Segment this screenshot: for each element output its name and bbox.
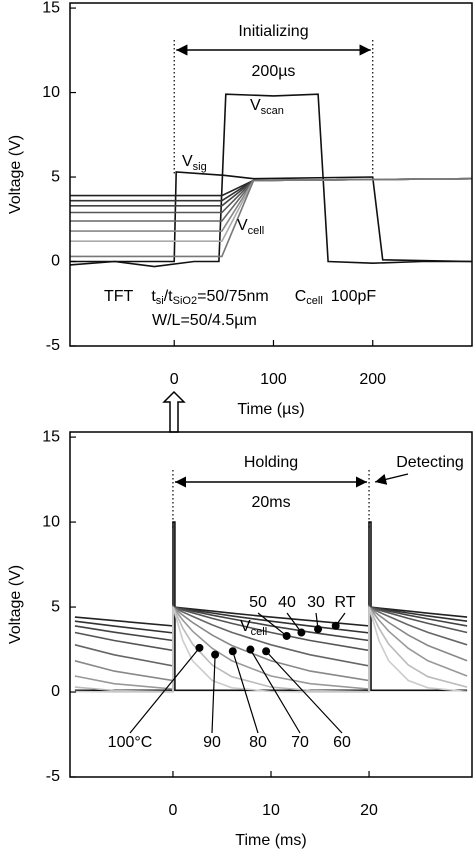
span-sublabel: 200µs bbox=[252, 63, 296, 80]
curve bbox=[70, 177, 473, 207]
curve bbox=[70, 177, 473, 202]
x-axis-label: Time (µs) bbox=[237, 401, 304, 418]
x-tick-label: 10 bbox=[262, 802, 280, 819]
y-tick-label: 10 bbox=[42, 513, 60, 530]
y-tick-label: -5 bbox=[46, 768, 60, 785]
curve-label-main: V bbox=[182, 153, 193, 170]
marker-label: 30 bbox=[307, 594, 325, 611]
transition-arrow bbox=[162, 390, 186, 433]
plot-frame bbox=[69, 2, 473, 347]
curve bbox=[74, 606, 468, 693]
curve bbox=[74, 606, 468, 693]
device-note: TFT tsi/tSiO2=50/75nm Ccell 100pF bbox=[104, 288, 376, 307]
curve-label-sub: cell bbox=[251, 626, 268, 638]
span-sublabel: 20ms bbox=[251, 494, 290, 511]
curve-label-sub: cell bbox=[248, 225, 265, 237]
marker-label: 70 bbox=[291, 734, 309, 751]
phase-arrow bbox=[374, 473, 409, 485]
curve bbox=[70, 177, 473, 222]
x-tick-label: 200 bbox=[359, 371, 386, 388]
y-tick-label: 15 bbox=[42, 428, 60, 445]
marker-label: 50 bbox=[249, 594, 267, 611]
curve bbox=[70, 177, 473, 197]
curve bbox=[69, 93, 472, 268]
phase-label: Detecting bbox=[396, 454, 464, 471]
x-tick-label: 0 bbox=[168, 802, 177, 819]
curve bbox=[70, 177, 473, 232]
y-tick-label: 5 bbox=[51, 168, 60, 185]
y-tick-label: 15 bbox=[42, 0, 60, 16]
curve-label: Vcell bbox=[237, 217, 264, 237]
marker-dot bbox=[246, 645, 255, 654]
curve bbox=[74, 604, 468, 690]
y-tick-label: 5 bbox=[51, 598, 60, 615]
y-tick-label: 0 bbox=[51, 253, 60, 270]
x-tick-label: 0 bbox=[170, 371, 179, 388]
leader-line bbox=[129, 647, 200, 734]
curve-label-main: V bbox=[240, 618, 251, 635]
marker-label: 90 bbox=[203, 734, 221, 751]
device-note-wl: W/L=50/4.5µm bbox=[152, 312, 257, 329]
marker-dot bbox=[314, 625, 323, 634]
curve-label-sub: scan bbox=[261, 105, 284, 117]
y-tick-label: 10 bbox=[42, 84, 60, 101]
leader-line bbox=[232, 651, 259, 734]
x-axis-label: Time (ms) bbox=[235, 832, 306, 849]
plot-frame bbox=[69, 431, 473, 778]
curve-label-main: V bbox=[250, 97, 261, 114]
curve-label: Vscan bbox=[250, 97, 284, 117]
leader-line bbox=[211, 654, 216, 734]
curve-label: Vcell bbox=[240, 618, 267, 638]
marker-dot bbox=[282, 631, 291, 640]
leader-line bbox=[249, 649, 301, 734]
x-tick-label: 100 bbox=[260, 371, 287, 388]
span-label: Initializing bbox=[238, 23, 308, 40]
leader-line bbox=[286, 612, 302, 633]
span-label: Holding bbox=[244, 454, 298, 471]
marker-label: 100°C bbox=[108, 734, 153, 751]
marker-label: 40 bbox=[278, 594, 296, 611]
y-axis-label: Voltage (V) bbox=[7, 565, 24, 644]
marker-label: 80 bbox=[249, 734, 267, 751]
marker-dot bbox=[228, 647, 237, 656]
curve-label-main: V bbox=[237, 217, 248, 234]
marker-dot bbox=[297, 628, 306, 637]
curve bbox=[70, 171, 473, 263]
marker-label: 60 bbox=[333, 734, 351, 751]
curve-label-sub: sig bbox=[193, 161, 207, 173]
x-tick-label: 20 bbox=[360, 802, 378, 819]
marker-dot bbox=[195, 643, 204, 652]
y-axis-label: Voltage (V) bbox=[7, 135, 24, 214]
curve-label: Vsig bbox=[182, 153, 207, 173]
leader-line bbox=[257, 612, 288, 637]
marker-dot bbox=[211, 650, 220, 659]
marker-label: RT bbox=[334, 594, 355, 611]
marker-dot bbox=[262, 647, 271, 656]
y-tick-label: -5 bbox=[46, 337, 60, 354]
marker-dot bbox=[331, 621, 340, 630]
leader-line bbox=[265, 650, 343, 734]
curve bbox=[70, 177, 473, 258]
y-tick-label: 0 bbox=[51, 683, 60, 700]
